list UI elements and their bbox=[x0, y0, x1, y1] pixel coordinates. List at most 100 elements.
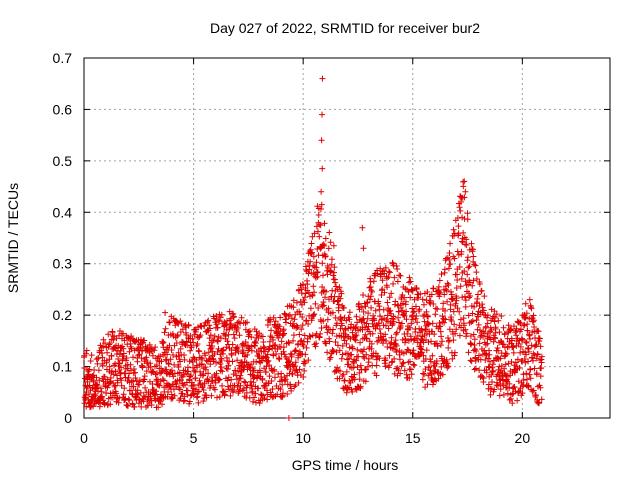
data-point bbox=[318, 188, 325, 195]
data-point bbox=[386, 362, 393, 369]
data-point bbox=[395, 308, 402, 315]
data-point bbox=[462, 188, 469, 195]
data-point bbox=[538, 396, 545, 403]
data-point bbox=[445, 282, 452, 289]
data-point bbox=[198, 361, 205, 368]
x-tick-label: 0 bbox=[80, 430, 88, 446]
data-point bbox=[500, 324, 507, 331]
data-point bbox=[287, 350, 294, 357]
data-point bbox=[234, 319, 241, 326]
data-point bbox=[480, 375, 487, 382]
data-point bbox=[322, 294, 329, 301]
data-point bbox=[523, 351, 530, 358]
data-point bbox=[137, 344, 144, 351]
data-point bbox=[326, 338, 333, 345]
data-point bbox=[494, 354, 501, 361]
data-point bbox=[266, 373, 273, 380]
data-point bbox=[497, 355, 504, 362]
data-point bbox=[279, 390, 286, 397]
data-point bbox=[390, 280, 397, 287]
data-point bbox=[151, 347, 158, 354]
data-point bbox=[336, 284, 343, 291]
data-point bbox=[185, 322, 192, 329]
data-point bbox=[346, 316, 353, 323]
data-point bbox=[428, 291, 435, 298]
data-point bbox=[516, 364, 523, 371]
data-point bbox=[331, 269, 338, 276]
data-point bbox=[225, 331, 232, 338]
data-point bbox=[450, 337, 457, 344]
data-point bbox=[340, 371, 347, 378]
data-point bbox=[522, 300, 529, 307]
data-point bbox=[486, 358, 493, 365]
data-point bbox=[298, 337, 305, 344]
data-point bbox=[445, 344, 452, 351]
data-point bbox=[511, 362, 518, 369]
data-point bbox=[211, 333, 218, 340]
data-point bbox=[259, 333, 266, 340]
data-point bbox=[396, 272, 403, 279]
data-point bbox=[312, 343, 319, 350]
data-point bbox=[319, 111, 326, 118]
data-point bbox=[460, 183, 467, 190]
data-point bbox=[384, 284, 391, 291]
data-point bbox=[137, 389, 144, 396]
data-point bbox=[343, 340, 350, 347]
data-point bbox=[406, 366, 413, 373]
data-point bbox=[413, 312, 420, 319]
data-point bbox=[244, 351, 251, 358]
data-point bbox=[367, 283, 374, 290]
y-tick-labels: 0 0.1 0.2 0.3 0.4 0.5 0.6 0.7 bbox=[53, 50, 73, 426]
data-point bbox=[305, 289, 312, 296]
data-point bbox=[389, 322, 396, 329]
x-axis-label: GPS time / hours bbox=[292, 457, 399, 473]
data-point bbox=[104, 384, 111, 391]
data-point bbox=[524, 321, 531, 328]
data-point bbox=[518, 326, 525, 333]
data-point bbox=[299, 322, 306, 329]
data-point bbox=[271, 366, 278, 373]
data-point bbox=[343, 389, 350, 396]
data-point bbox=[307, 305, 314, 312]
data-point bbox=[312, 300, 319, 307]
data-point bbox=[290, 337, 297, 344]
data-point bbox=[276, 323, 283, 330]
data-point bbox=[271, 374, 278, 381]
data-point bbox=[307, 258, 314, 265]
data-point bbox=[330, 242, 337, 249]
data-point bbox=[290, 297, 297, 304]
data-point bbox=[524, 344, 531, 351]
data-point bbox=[139, 363, 146, 370]
data-point bbox=[224, 377, 231, 384]
data-point bbox=[237, 320, 244, 327]
data-point bbox=[193, 394, 200, 401]
data-point bbox=[262, 348, 269, 355]
data-point bbox=[266, 338, 273, 345]
data-point bbox=[248, 334, 255, 341]
data-point bbox=[495, 347, 502, 354]
data-point bbox=[219, 382, 226, 389]
data-point bbox=[482, 341, 489, 348]
data-point bbox=[303, 317, 310, 324]
data-point bbox=[537, 343, 544, 350]
data-point bbox=[510, 344, 517, 351]
data-point bbox=[431, 331, 438, 338]
data-point bbox=[200, 398, 207, 405]
data-point bbox=[349, 388, 356, 395]
data-point bbox=[290, 304, 297, 311]
data-point bbox=[356, 369, 363, 376]
data-point bbox=[487, 391, 494, 398]
data-point bbox=[339, 322, 346, 329]
data-point bbox=[276, 356, 283, 363]
data-point bbox=[527, 375, 534, 382]
data-point bbox=[99, 354, 106, 361]
data-point bbox=[529, 357, 536, 364]
data-point bbox=[280, 344, 287, 351]
data-point bbox=[152, 371, 159, 378]
data-point bbox=[277, 386, 284, 393]
data-point bbox=[153, 362, 160, 369]
data-point bbox=[482, 356, 489, 363]
data-point bbox=[277, 314, 284, 321]
data-point bbox=[158, 358, 165, 365]
data-point bbox=[374, 270, 381, 277]
